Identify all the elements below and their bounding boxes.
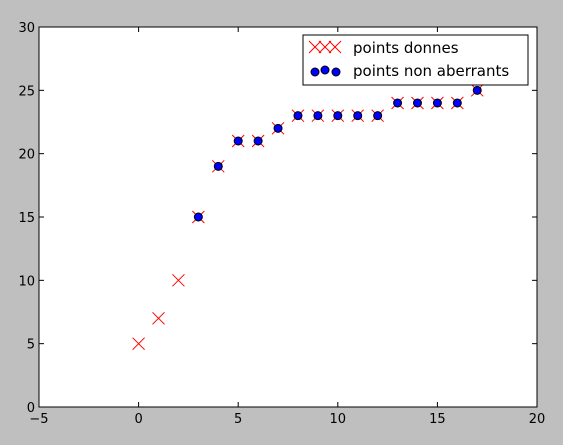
legend-marker-points-non-aberrants xyxy=(310,65,341,77)
legend-label-points-non-aberrants: points non aberrants xyxy=(353,62,509,80)
y-tick-label: 20 xyxy=(18,148,35,163)
y-tick-label: 15 xyxy=(18,211,35,226)
x-tick-label: −5 xyxy=(29,412,48,427)
x-axis: −5 0 5 10 15 20 xyxy=(29,27,545,427)
data-point-circle xyxy=(333,111,343,121)
plot-frame xyxy=(38,26,538,408)
data-point-cross xyxy=(172,273,185,287)
y-tick-label: 25 xyxy=(18,84,35,99)
data-point-circle xyxy=(313,111,323,121)
data-point-circle xyxy=(412,98,422,108)
data-point-circle xyxy=(472,85,482,95)
plot-background xyxy=(39,27,537,407)
legend-cross-marker xyxy=(328,40,342,54)
legend-cross-marker xyxy=(308,40,322,54)
data-point-circle xyxy=(213,161,223,171)
y-tick-label: 0 xyxy=(27,401,35,416)
data-point-circle xyxy=(353,111,363,121)
x-tick-label: 15 xyxy=(429,412,446,427)
legend-label-points-donnes: points donnes xyxy=(353,39,459,57)
legend-circle-marker xyxy=(310,67,320,77)
x-tick-label: 0 xyxy=(134,412,142,427)
legend: points donnes points non aberrants xyxy=(302,34,529,86)
x-tick-label: 10 xyxy=(330,412,347,427)
legend-box xyxy=(302,34,529,86)
legend-circle-marker xyxy=(331,67,341,77)
legend-marker-points-donnes xyxy=(308,40,342,54)
y-tick-label: 30 xyxy=(18,21,35,36)
data-point-circle xyxy=(432,98,442,108)
data-point-circle xyxy=(273,123,283,133)
legend-circle-marker xyxy=(320,65,330,75)
data-point-circle xyxy=(293,111,303,121)
x-tick-label: 20 xyxy=(529,412,546,427)
y-tick-label: 10 xyxy=(18,274,35,289)
data-point-cross xyxy=(132,337,145,351)
y-tick-label: 5 xyxy=(27,338,35,353)
data-point-circle xyxy=(233,136,243,146)
data-points xyxy=(132,83,484,351)
data-point-cross xyxy=(152,311,165,325)
data-point-circle xyxy=(393,98,403,108)
data-point-circle xyxy=(253,136,263,146)
data-point-circle xyxy=(193,212,203,222)
x-tick-label: 5 xyxy=(234,412,242,427)
data-point-circle xyxy=(373,111,383,121)
data-point-circle xyxy=(452,98,462,108)
legend-cross-marker xyxy=(318,40,332,54)
